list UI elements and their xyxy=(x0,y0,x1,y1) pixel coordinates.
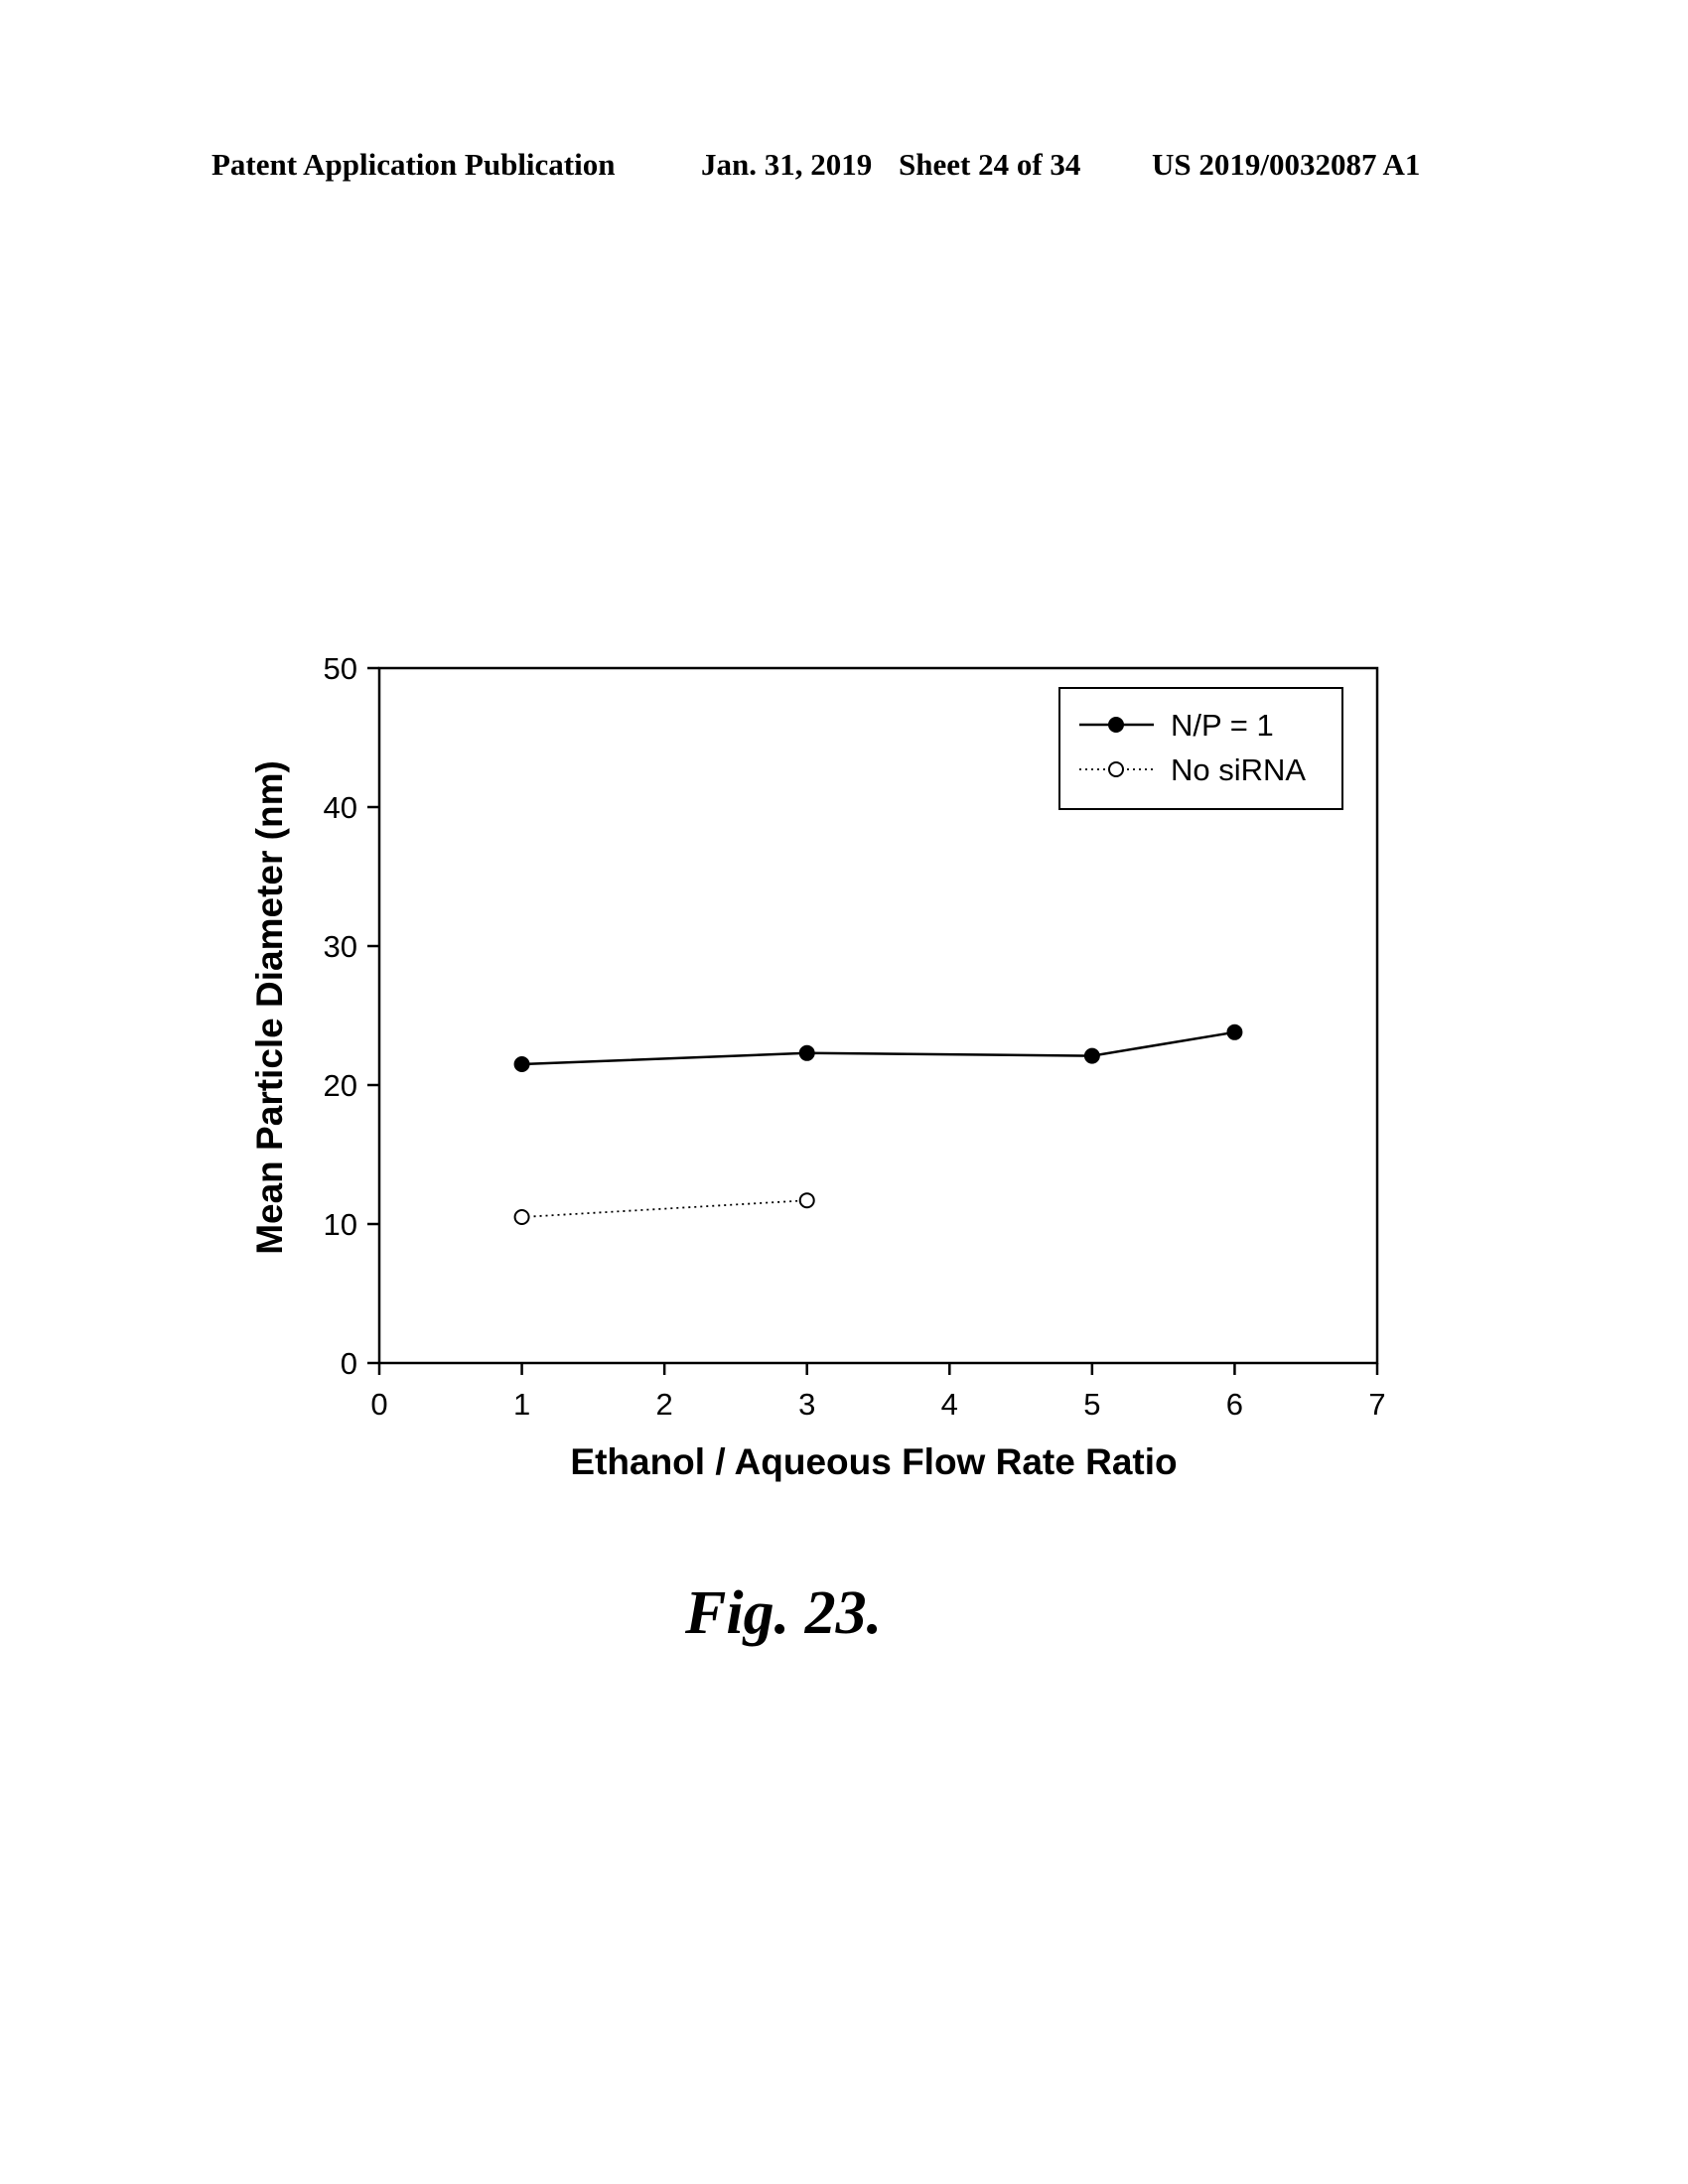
y-tick-label: 50 xyxy=(324,651,357,686)
data-point-np1 xyxy=(515,1057,529,1071)
x-tick-label: 2 xyxy=(656,1387,673,1422)
x-tick-label: 3 xyxy=(798,1387,815,1422)
legend-marker-np1 xyxy=(1109,718,1123,732)
y-tick-label: 20 xyxy=(324,1068,357,1103)
x-tick-label: 4 xyxy=(941,1387,958,1422)
y-tick-label: 10 xyxy=(324,1207,357,1242)
series-line-np1 xyxy=(522,1032,1235,1064)
data-point-no-sirna xyxy=(515,1210,529,1224)
legend-label-no-sirna: No siRNA xyxy=(1171,752,1306,787)
x-axis-label: Ethanol / Aqueous Flow Rate Ratio xyxy=(570,1441,1177,1482)
x-tick-label: 0 xyxy=(370,1387,387,1422)
legend-marker-no-sirna xyxy=(1109,762,1123,776)
y-tick-label: 40 xyxy=(324,790,357,825)
x-tick-label: 6 xyxy=(1226,1387,1243,1422)
series-layer xyxy=(515,1025,1242,1224)
data-point-np1 xyxy=(1085,1049,1099,1063)
y-axis-label: Mean Particle Diameter (nm) xyxy=(249,760,290,1255)
x-tick-label: 7 xyxy=(1368,1387,1385,1422)
legend-box xyxy=(1059,688,1342,809)
series-line-no-sirna xyxy=(522,1200,807,1217)
data-point-np1 xyxy=(1227,1025,1241,1039)
data-point-no-sirna xyxy=(800,1193,814,1207)
figure-label: Fig. 23. xyxy=(685,1578,882,1649)
legend: N/P = 1 No siRNA xyxy=(1059,688,1342,809)
x-tick-label: 1 xyxy=(513,1387,530,1422)
data-point-np1 xyxy=(800,1046,814,1060)
y-tick-label: 0 xyxy=(341,1346,357,1381)
x-tick-label: 5 xyxy=(1083,1387,1100,1422)
legend-label-np1: N/P = 1 xyxy=(1171,708,1274,743)
y-tick-label: 30 xyxy=(324,929,357,964)
